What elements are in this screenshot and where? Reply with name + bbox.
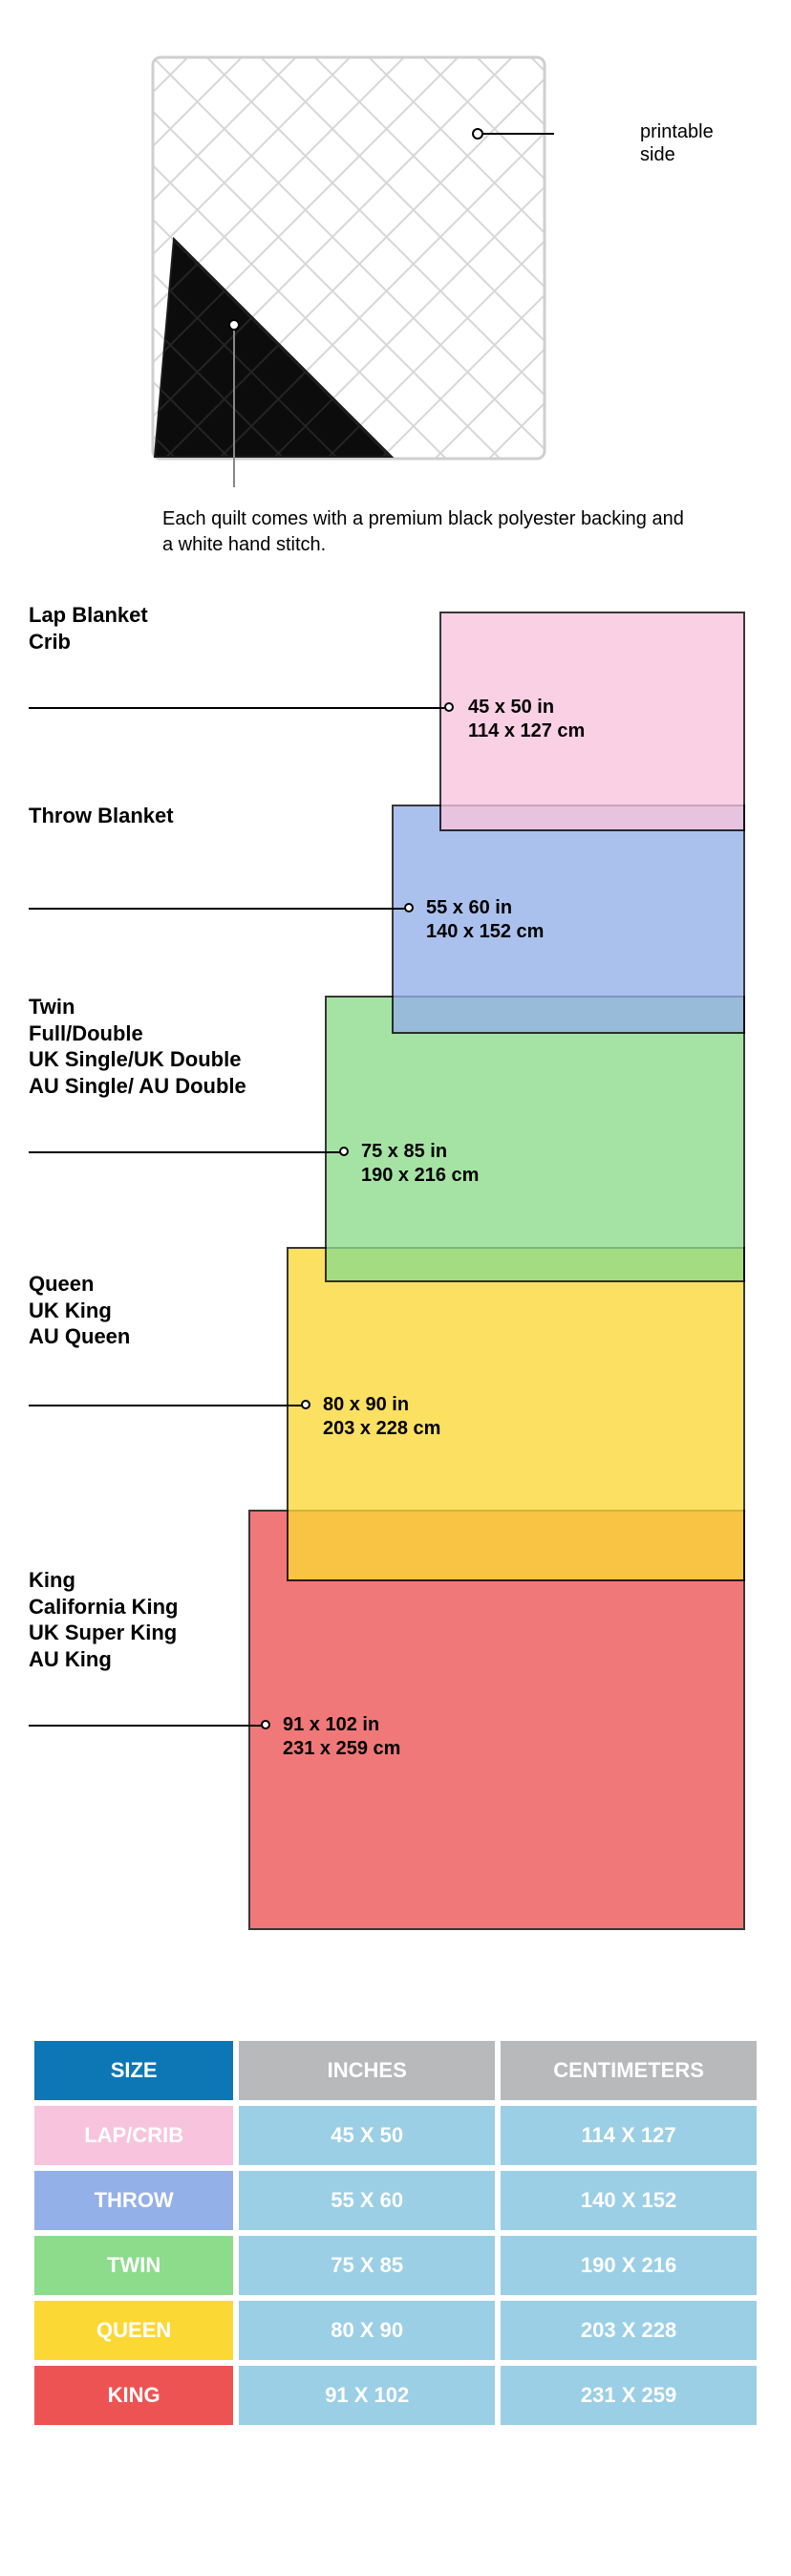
hero-blurb: Each quilt comes with a premium black po… bbox=[162, 506, 688, 558]
table-header: INCHES bbox=[239, 2041, 495, 2100]
size-label-throw: Throw Blanket bbox=[29, 803, 174, 829]
quilt-illustration bbox=[143, 48, 554, 487]
connector-dot bbox=[339, 1147, 349, 1156]
size-table: SIZEINCHESCENTIMETERS LAP/CRIB45 X 50114 … bbox=[29, 2035, 762, 2431]
connector-line bbox=[29, 1405, 306, 1406]
table-size-cell: LAP/CRIB bbox=[34, 2106, 233, 2165]
connector-dot bbox=[261, 1720, 270, 1729]
table-inches-cell: 80 X 90 bbox=[239, 2301, 495, 2360]
table-cm-cell: 203 X 228 bbox=[501, 2301, 757, 2360]
table-inches-cell: 55 X 60 bbox=[239, 2171, 495, 2230]
connector-dot bbox=[444, 702, 454, 712]
size-diagram: Lap BlanketCrib 45 x 50 in114 x 127 cm Thr… bbox=[29, 583, 762, 2016]
printable-side-label: printable side bbox=[640, 120, 714, 166]
measurement-crib: 45 x 50 in114 x 127 cm bbox=[468, 696, 585, 743]
hero-section: printable side Each quilt comes with a p… bbox=[29, 29, 762, 564]
connector-dot bbox=[404, 903, 414, 912]
table-inches-cell: 91 X 102 bbox=[239, 2366, 495, 2425]
measurement-king: 91 x 102 in231 x 259 cm bbox=[283, 1713, 400, 1761]
connector-line bbox=[29, 1151, 344, 1153]
size-label-twin: TwinFull/DoubleUK Single/UK DoubleAU Sin… bbox=[29, 994, 246, 1099]
connector-dot bbox=[301, 1400, 310, 1409]
rect-twin bbox=[325, 996, 745, 1282]
table-cm-cell: 231 X 259 bbox=[501, 2366, 757, 2425]
measurement-queen: 80 x 90 in203 x 228 cm bbox=[323, 1393, 440, 1441]
table-inches-cell: 45 X 50 bbox=[239, 2106, 495, 2165]
measurement-throw: 55 x 60 in140 x 152 cm bbox=[426, 896, 544, 944]
size-label-king: KingCalifornia KingUK Super KingAU King bbox=[29, 1567, 178, 1672]
table-size-cell: TWIN bbox=[34, 2236, 233, 2295]
table-header: SIZE bbox=[34, 2041, 233, 2100]
table-header: CENTIMETERS bbox=[501, 2041, 757, 2100]
table-size-cell: QUEEN bbox=[34, 2301, 233, 2360]
table-cm-cell: 190 X 216 bbox=[501, 2236, 757, 2295]
connector-line bbox=[29, 707, 449, 709]
connector-line bbox=[29, 1725, 266, 1727]
table-cm-cell: 140 X 152 bbox=[501, 2171, 757, 2230]
size-label-crib: Lap BlanketCrib bbox=[29, 602, 148, 655]
table-cm-cell: 114 X 127 bbox=[501, 2106, 757, 2165]
table-inches-cell: 75 X 85 bbox=[239, 2236, 495, 2295]
connector-line bbox=[29, 908, 409, 910]
table-size-cell: THROW bbox=[34, 2171, 233, 2230]
size-label-queen: QueenUK KingAU Queen bbox=[29, 1271, 130, 1350]
table-size-cell: KING bbox=[34, 2366, 233, 2425]
measurement-twin: 75 x 85 in190 x 216 cm bbox=[361, 1140, 479, 1188]
